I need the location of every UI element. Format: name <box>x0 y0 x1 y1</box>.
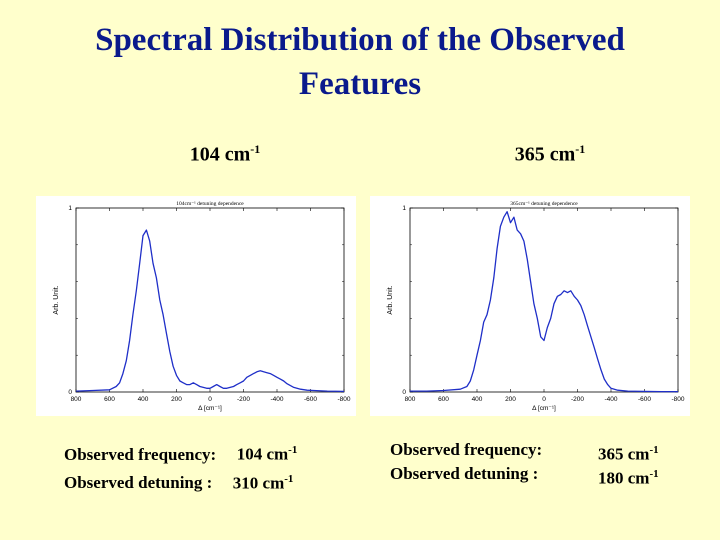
left-heading-sup: -1 <box>250 142 261 156</box>
x-axis-label: Δ [cm⁻¹] <box>198 405 222 412</box>
slide-title-line2: Features <box>298 66 422 102</box>
right-chart-svg: 365cm⁻¹ detuning dependence 800 600 400 200 0… <box>387 201 685 412</box>
x-tick-label: 400 <box>138 396 149 403</box>
y-tick-label: 0 <box>402 389 406 396</box>
left-chart-svg: 104cm⁻¹ detuning dependence 800 600 400 200 0… <box>53 201 351 412</box>
x-tick-label: 800 <box>405 396 416 403</box>
right-frequency-sup: -1 <box>649 444 659 456</box>
x-axis-label: Δ [cm⁻¹] <box>532 405 556 412</box>
right-detuning-sup: -1 <box>649 468 659 480</box>
left-detuning-row: Observed detuning : 310 cm-1 <box>64 467 297 496</box>
right-panel-heading: 365 cm-1 <box>440 142 660 167</box>
left-stats: Observed frequency: 104 cm-1 Observed de… <box>64 438 297 495</box>
plot-frame <box>409 207 679 393</box>
y-tick-label: 1 <box>68 205 72 212</box>
right-frequency-label: Observed frequency: <box>390 440 543 459</box>
y-axis-label: Arb. Unit. <box>53 285 60 314</box>
chart-title: 104cm⁻¹ detuning dependence <box>176 201 244 207</box>
y-tick-label: 0 <box>68 389 72 396</box>
y-tick-label: 1 <box>402 205 406 212</box>
x-tick-label: -400 <box>604 396 617 403</box>
left-detuning-value: 310 cm <box>232 473 285 493</box>
right-stats: Observed frequency: 365 cm-1 Observed de… <box>390 438 690 488</box>
x-tick-label: -400 <box>270 396 283 403</box>
left-detuning-label: Observed detuning : <box>64 473 213 493</box>
right-chart: 365cm⁻¹ detuning dependence 800 600 400 200 0… <box>370 196 690 416</box>
slide-title-line1: Spectral Distribution of the Observed <box>95 22 625 58</box>
x-tick-label: -800 <box>671 396 684 403</box>
x-tick-label: -600 <box>638 396 651 403</box>
left-panel-heading: 104 cm-1 <box>115 142 335 167</box>
x-tick-label: -200 <box>237 396 250 403</box>
right-frequency-value: 365 cm <box>598 444 650 464</box>
left-frequency-row: Observed frequency: 104 cm-1 <box>64 438 297 467</box>
plot-frame <box>75 207 345 393</box>
x-tick-label: 800 <box>71 396 82 403</box>
x-tick-label: 200 <box>505 396 516 403</box>
right-frequency-row: Observed frequency: 365 cm-1 <box>390 438 690 464</box>
x-tick-label: 0 <box>208 396 212 403</box>
slide-title: Spectral Distribution of the Observed Fe… <box>0 18 720 106</box>
spectrum-line <box>410 211 678 393</box>
x-tick-label: 600 <box>104 396 115 403</box>
right-detuning-row: Observed detuning : 180 cm-1 <box>390 462 690 488</box>
right-heading-sup: -1 <box>575 142 586 156</box>
chart-title: 365cm⁻¹ detuning dependence <box>510 201 578 207</box>
spectrum-line <box>75 229 345 393</box>
y-axis-label: Arb. Unit. <box>387 285 394 314</box>
left-frequency-sup: -1 <box>288 444 298 456</box>
x-tick-label: 0 <box>542 396 546 403</box>
right-heading-text: 365 cm <box>514 143 576 166</box>
left-chart: 104cm⁻¹ detuning dependence 800 600 400 200 0… <box>36 196 356 416</box>
x-tick-label: 200 <box>171 396 182 403</box>
right-detuning-value: 180 cm <box>598 468 650 488</box>
x-tick-label: 600 <box>438 396 449 403</box>
x-tick-label: -600 <box>304 396 317 403</box>
left-frequency-value: 104 cm <box>236 444 289 464</box>
x-tick-label: -800 <box>337 396 350 403</box>
left-frequency-label: Observed frequency: <box>64 444 217 464</box>
left-heading-text: 104 cm <box>189 143 251 166</box>
left-detuning-sup: -1 <box>284 472 294 485</box>
x-tick-label: 400 <box>472 396 483 403</box>
right-detuning-label: Observed detuning : <box>390 464 539 483</box>
x-tick-label: -200 <box>571 396 584 403</box>
